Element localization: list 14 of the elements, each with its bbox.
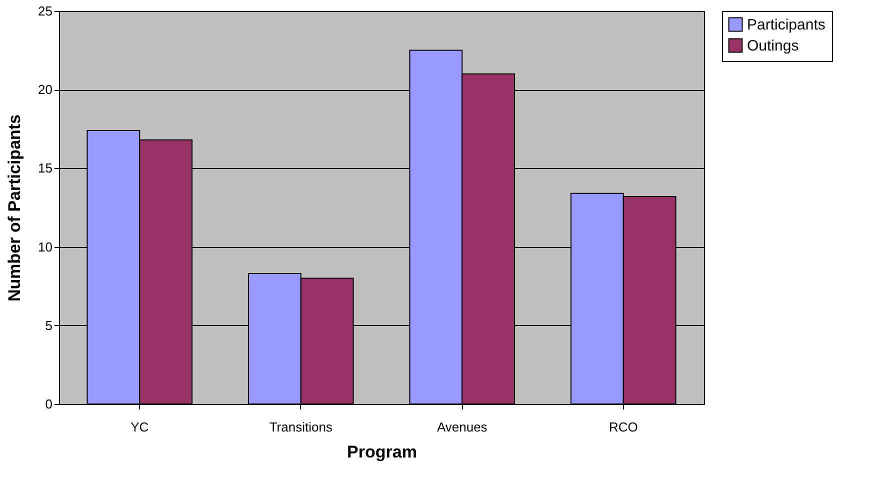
legend-label: Outings — [747, 38, 799, 54]
x-tick-label: Transitions — [269, 420, 333, 434]
y-tick-label: 10 — [38, 239, 52, 254]
x-tick-label: YC — [130, 420, 149, 434]
x-tick-label: Avenues — [436, 420, 488, 434]
y-tick-label: 25 — [38, 4, 52, 18]
x-axis-title: Program — [347, 442, 417, 462]
legend-label: Participants — [747, 16, 826, 34]
y-tick-label: 5 — [45, 318, 52, 333]
y-tick-label: 15 — [38, 160, 52, 176]
y-axis-title: Number of Participants — [5, 114, 24, 302]
y-tick-label: 20 — [38, 82, 52, 98]
y-tick-label: 0 — [45, 396, 52, 412]
x-tick-label: RCO — [608, 420, 638, 434]
